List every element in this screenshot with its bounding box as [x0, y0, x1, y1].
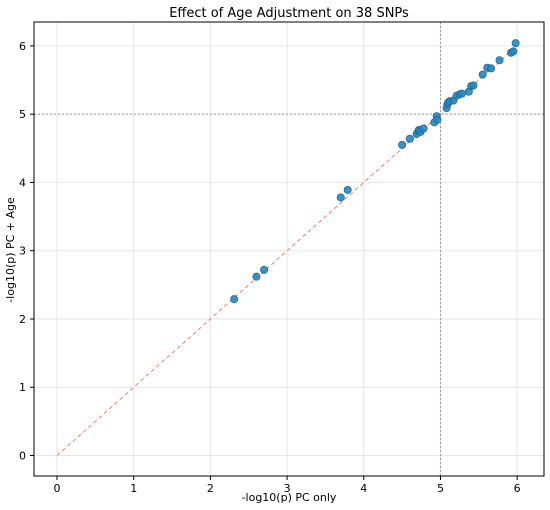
- threshold-lines: [34, 22, 544, 476]
- data-point: [419, 124, 428, 133]
- data-point: [478, 70, 487, 79]
- y-tick-label: 3: [19, 245, 26, 258]
- data-point: [398, 140, 407, 149]
- chart-title: Effect of Age Adjustment on 38 SNPs: [169, 6, 409, 21]
- y-tick-label: 1: [19, 381, 26, 394]
- y-axis-label: -log10(p) PC + Age: [4, 197, 17, 303]
- data-point: [405, 134, 414, 143]
- x-axis-label: -log10(p) PC only: [242, 491, 337, 504]
- x-tick-label: 5: [437, 482, 444, 495]
- data-point: [230, 295, 239, 304]
- plot-frame: [33, 21, 545, 477]
- data-point: [495, 56, 504, 65]
- data-point: [336, 193, 345, 202]
- x-tick-label: 1: [130, 482, 137, 495]
- x-axis-ticks: 0 1 2 3 4 5 6: [54, 476, 521, 495]
- data-point: [343, 185, 352, 194]
- x-tick-label: 4: [360, 482, 367, 495]
- x-tick-label: 3: [284, 482, 291, 495]
- data-points: [230, 39, 520, 304]
- data-point: [511, 39, 520, 48]
- x-tick-label: 0: [54, 482, 61, 495]
- data-point: [252, 272, 261, 281]
- y-axis-ticks: 0 1 2 3 4 5 6: [19, 40, 34, 463]
- x-tick-label: 2: [207, 482, 214, 495]
- identity-reference-line: [56, 45, 518, 456]
- data-point: [469, 81, 478, 90]
- y-tick-label: 5: [19, 108, 26, 121]
- data-point: [433, 115, 442, 124]
- x-tick-label: 6: [514, 482, 521, 495]
- y-tick-label: 0: [19, 450, 26, 463]
- data-point: [487, 64, 496, 73]
- data-point: [457, 89, 466, 98]
- y-tick-label: 2: [19, 313, 26, 326]
- data-point: [260, 265, 269, 274]
- y-tick-label: 6: [19, 40, 26, 53]
- y-tick-label: 4: [19, 176, 26, 189]
- data-point: [509, 47, 518, 56]
